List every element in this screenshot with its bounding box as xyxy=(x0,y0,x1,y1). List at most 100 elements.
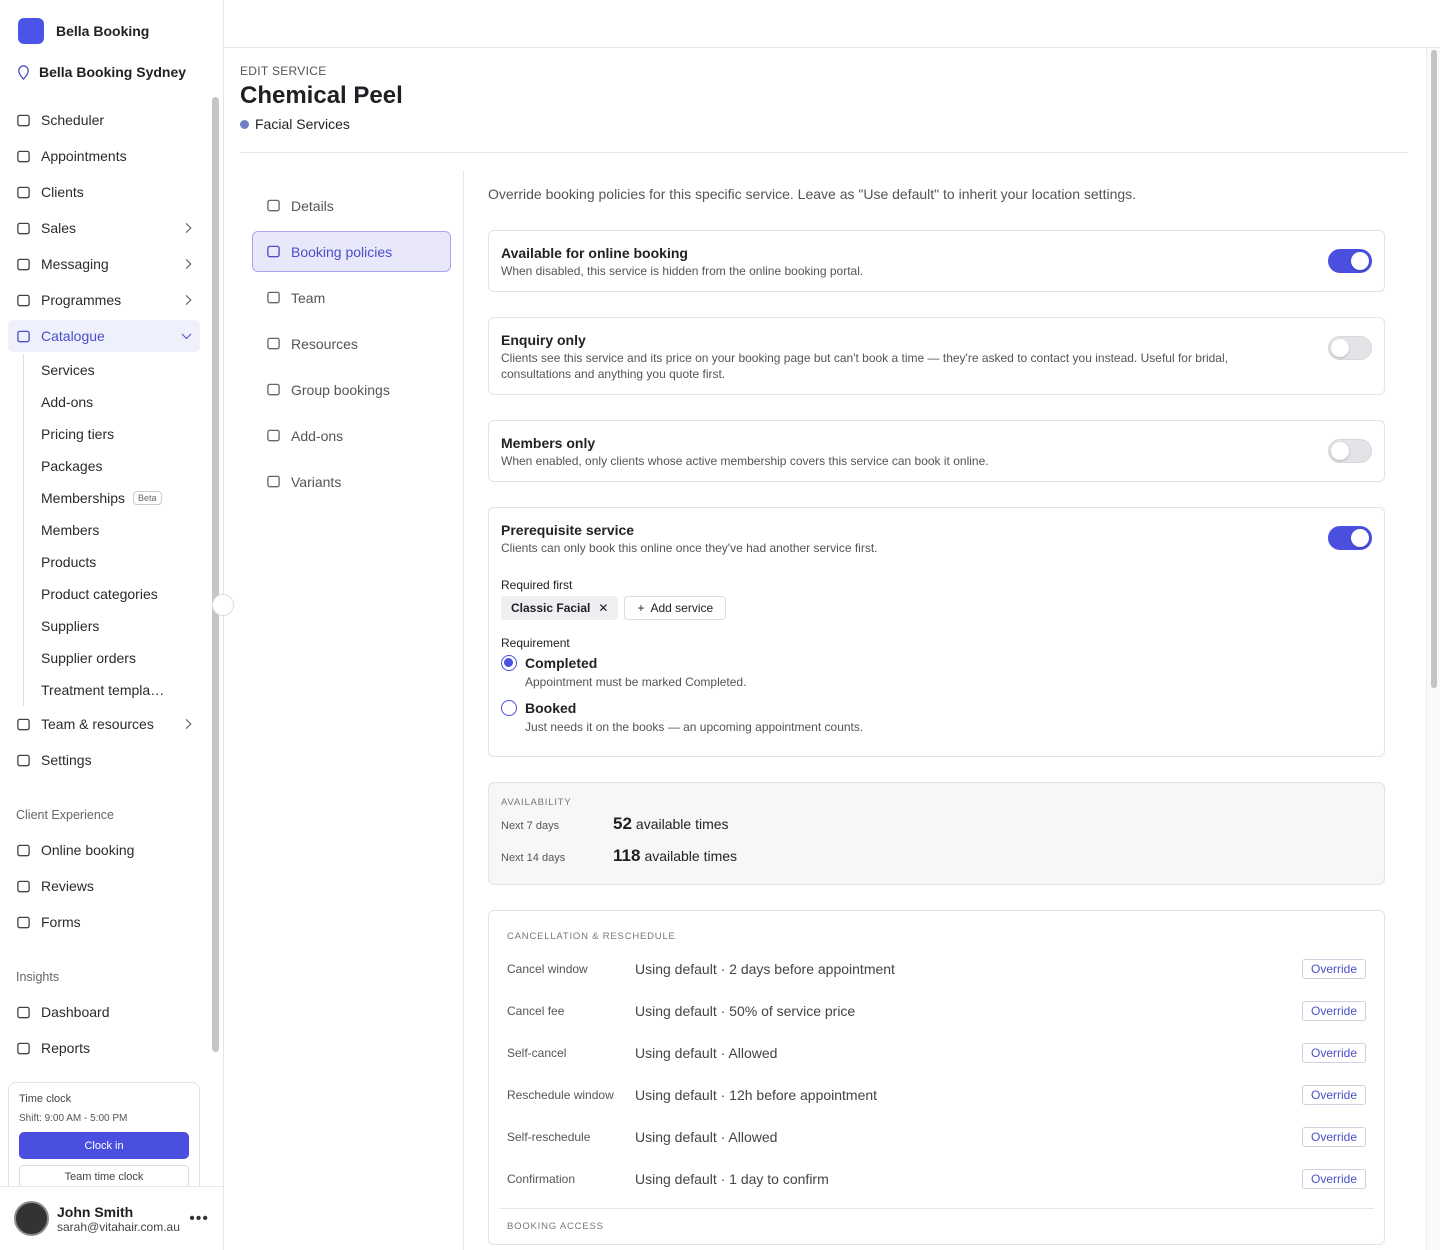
nav-label: Online booking xyxy=(41,842,135,858)
icon xyxy=(267,337,280,350)
radio-option[interactable]: Completed Appointment must be marked Comp… xyxy=(501,654,1372,689)
tab[interactable]: Variants xyxy=(252,461,451,502)
row-value: Using default · 2 days before appointmen… xyxy=(635,961,895,977)
override[interactable]: Override xyxy=(1301,1127,1366,1147)
nav-item[interactable]: Appointments xyxy=(8,138,200,174)
nav-item[interactable]: Messaging xyxy=(8,246,200,282)
nav-item[interactable]: Catalogue xyxy=(8,320,200,352)
sub-nav-item[interactable]: Memberships Beta xyxy=(41,482,200,514)
sub-nav-item[interactable]: Treatment templa… xyxy=(41,674,200,706)
toggle[interactable] xyxy=(1328,439,1372,463)
clock-in[interactable]: Clock in xyxy=(19,1132,189,1159)
tab-label: Variants xyxy=(291,473,342,490)
more[interactable]: ••• xyxy=(189,1209,209,1227)
availability-title: AVAILABILITY xyxy=(501,797,572,808)
sub-nav: Services Add-ons Pricing tiers Packages Memb… xyxy=(23,354,200,706)
tab-label: Resources xyxy=(291,335,358,352)
sub-nav-item[interactable]: Services xyxy=(41,354,200,386)
toggle[interactable] xyxy=(1328,249,1372,273)
nav-item[interactable]: Sales xyxy=(8,210,200,246)
nav-item[interactable]: Dashboard xyxy=(8,994,200,1030)
sub-nav-item[interactable]: Members xyxy=(41,514,200,546)
tab[interactable]: Group bookings xyxy=(252,369,451,410)
location-switcher[interactable]: Bella Booking Sydney xyxy=(16,64,186,80)
icon xyxy=(267,245,280,258)
icon-shape xyxy=(17,718,30,730)
chips: Classic Facial ✕ + Add service xyxy=(501,596,1372,620)
user[interactable]: John Smith sarah@vitahair.com.au ••• xyxy=(0,1186,223,1250)
override[interactable]: Override xyxy=(1301,1001,1366,1021)
nav-item[interactable]: Clients xyxy=(8,174,200,210)
policy-row: Reschedule window Using default · 12h bef… xyxy=(507,1074,1366,1116)
tab[interactable]: Team xyxy=(252,277,451,318)
option-description: Just needs it on the books — an upcoming… xyxy=(525,720,864,734)
row-value: Using default · Allowed xyxy=(635,1129,778,1145)
toggle[interactable] xyxy=(1328,336,1372,360)
plus: + xyxy=(637,601,645,615)
chevron xyxy=(181,329,192,340)
nav-item[interactable]: Reviews xyxy=(8,868,200,904)
radio-option[interactable]: Booked Just needs it on the books — an up… xyxy=(501,699,1372,734)
tab-label: Details xyxy=(291,197,334,214)
nav-label: Messaging xyxy=(41,256,109,272)
tab[interactable]: Details xyxy=(252,185,451,226)
sub-nav-item[interactable]: Add-ons xyxy=(41,386,200,418)
icon-shape xyxy=(17,114,30,126)
dot xyxy=(240,119,249,129)
section-title: Client Experience xyxy=(16,808,114,822)
policy-row: Confirmation Using default · 1 day to con… xyxy=(507,1158,1366,1200)
nav-item[interactable]: Team & resources xyxy=(8,706,200,742)
nav-item[interactable]: Settings xyxy=(8,742,200,778)
icon-shape xyxy=(17,150,30,162)
row-label: Self-cancel xyxy=(507,1046,567,1060)
time-clock-title: Time clock xyxy=(19,1093,72,1105)
nav-item[interactable]: Forms xyxy=(8,904,200,940)
override[interactable]: Override xyxy=(1301,1043,1366,1063)
remove[interactable]: ✕ xyxy=(598,601,609,615)
nav-item[interactable]: Programmes xyxy=(8,282,200,318)
add-label: Add service xyxy=(650,601,714,615)
option-label: Booked xyxy=(525,700,577,716)
availability-count: 118 xyxy=(613,846,641,865)
sub-nav-item[interactable]: Products xyxy=(41,546,200,578)
collapse-button[interactable] xyxy=(212,594,234,616)
icon xyxy=(17,754,30,766)
icon xyxy=(267,383,280,396)
toggle[interactable] xyxy=(1328,526,1372,550)
override[interactable]: Override xyxy=(1301,959,1366,979)
icon xyxy=(267,199,280,212)
tab[interactable]: Booking policies xyxy=(252,231,451,272)
tab[interactable]: Add-ons xyxy=(252,415,451,456)
nav-item[interactable]: Scheduler xyxy=(8,102,200,138)
icon-shape xyxy=(17,294,30,306)
sub-nav-item[interactable]: Pricing tiers xyxy=(41,418,200,450)
icon-shape xyxy=(267,199,280,212)
time-clock: Time clock Shift: 9:00 AM - 5:00 PM Cloc… xyxy=(8,1082,200,1212)
sub-nav-item[interactable]: Supplier orders xyxy=(41,642,200,674)
sub-nav-item[interactable]: Suppliers xyxy=(41,610,200,642)
icon xyxy=(17,330,30,342)
nav-label: Reviews xyxy=(41,878,94,894)
availability-unit: available times xyxy=(635,816,729,832)
sub-nav-item[interactable]: Product categories xyxy=(41,578,200,610)
sub-nav-item[interactable]: Packages xyxy=(41,450,200,482)
nav-item[interactable]: Online booking xyxy=(8,832,200,868)
add-service[interactable]: + Add service xyxy=(624,596,727,620)
policy-card: Enquiry only Clients see this service and… xyxy=(488,317,1385,395)
nav-item[interactable]: Reports xyxy=(8,1030,200,1066)
icon-shape xyxy=(267,245,280,258)
nav-label: Clients xyxy=(41,184,84,200)
tab[interactable]: Resources xyxy=(252,323,451,364)
availability-row: Next 14 days 118 available times xyxy=(501,840,1372,872)
override[interactable]: Override xyxy=(1301,1085,1366,1105)
tab-label: Team xyxy=(291,289,326,306)
override[interactable]: Override xyxy=(1301,1169,1366,1189)
sub-nav-label: Memberships xyxy=(41,490,126,506)
intro: Override booking policies for this speci… xyxy=(488,186,1137,202)
icon-shape xyxy=(17,222,30,234)
icon xyxy=(17,916,30,928)
icon xyxy=(267,429,280,442)
chip[interactable]: Classic Facial ✕ xyxy=(501,596,619,620)
header: EDIT SERVICE Chemical Peel Facial Servic… xyxy=(240,64,1408,153)
